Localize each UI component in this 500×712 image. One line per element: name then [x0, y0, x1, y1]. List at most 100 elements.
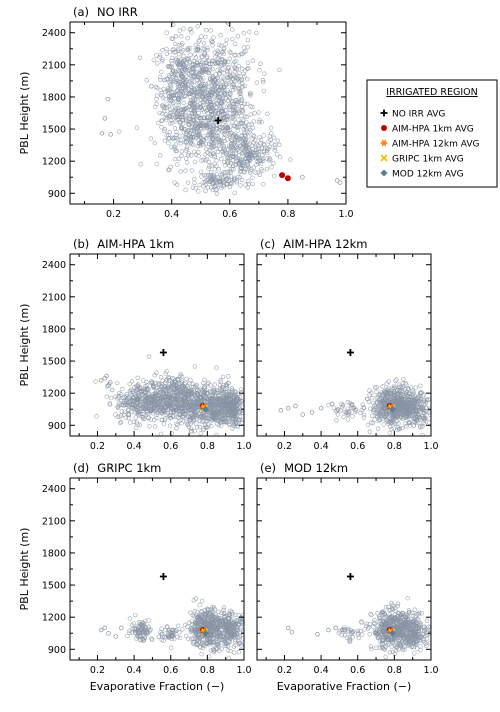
scatter-point [255, 170, 261, 175]
scatter-point [143, 624, 149, 630]
scatter-point [194, 629, 199, 634]
scatter-point [135, 405, 141, 411]
scatter-point [155, 93, 160, 98]
scatter-point [221, 104, 226, 109]
scatter-point [208, 79, 214, 84]
scatter-point [266, 158, 272, 163]
scatter-point [226, 622, 231, 627]
scatter-point [227, 49, 233, 54]
scatter-point [140, 392, 146, 397]
scatter-point [407, 420, 412, 426]
scatter-point [214, 172, 219, 177]
scatter-point [329, 401, 335, 407]
scatter-point [231, 413, 237, 419]
scatter-point [393, 421, 399, 427]
scatter-point [235, 101, 240, 107]
scatter-point [377, 615, 382, 621]
scatter-point [188, 94, 193, 100]
scatter-point [163, 407, 169, 413]
scatter-point [196, 189, 201, 194]
scatter-point [195, 391, 200, 396]
scatter-point [171, 386, 176, 391]
scatter-point [220, 79, 225, 85]
scatter-point [208, 416, 214, 422]
scatter-point [245, 44, 251, 50]
scatter-point [377, 614, 382, 619]
scatter-point [194, 405, 200, 410]
x-tick-label: 1.0 [423, 441, 438, 452]
scatter-point [240, 161, 245, 166]
scatter-point [189, 168, 195, 173]
scatter-point [233, 393, 238, 398]
scatter-point [184, 392, 189, 397]
scatter-point [102, 625, 108, 631]
scatter-point [189, 138, 194, 143]
scatter-point [178, 390, 183, 395]
scatter-point [194, 63, 200, 68]
scatter-point [214, 101, 219, 106]
scatter-point [190, 185, 196, 190]
scatter-point [219, 125, 224, 131]
x-tick-label: 0.8 [200, 665, 215, 676]
panel-label: (b) [73, 237, 89, 251]
scatter-point [180, 41, 185, 46]
scatter-point [224, 37, 230, 43]
scatter-point [222, 147, 227, 152]
scatter-point [343, 410, 349, 415]
scatter-point [208, 185, 214, 190]
scatter-point [140, 398, 145, 404]
scatter-point [207, 67, 213, 72]
scatter-point [229, 115, 234, 120]
scatter-point [189, 128, 194, 133]
panel-label: (a) [73, 5, 89, 19]
scatter-point [245, 162, 250, 167]
scatter-point [201, 109, 207, 114]
scatter-point [242, 130, 247, 135]
scatter-point [158, 630, 163, 635]
scatter-point [234, 178, 240, 184]
scatter-point [236, 621, 242, 627]
scatter-point [233, 637, 238, 643]
scatter-point [215, 625, 220, 630]
scatter-point [163, 405, 168, 410]
x-tick-label: 0.4 [127, 441, 142, 452]
scatter-point [394, 377, 399, 382]
scatter-point [225, 75, 230, 80]
scatter-point [200, 419, 205, 424]
scatter-point [163, 112, 169, 117]
scatter-point [117, 420, 123, 425]
scatter-point [198, 105, 204, 111]
scatter-point [240, 84, 245, 89]
x-tick-label: 0.6 [163, 665, 178, 676]
scatter-point [184, 376, 189, 382]
scatter-point [396, 427, 402, 432]
scatter-point [139, 622, 145, 628]
scatter-point [108, 132, 113, 137]
scatter-point [179, 33, 184, 39]
scatter-point [388, 416, 393, 421]
scatter-point [129, 393, 135, 398]
scatter-point [225, 114, 230, 120]
scatter-point [217, 68, 223, 74]
y-tick-label: 900 [48, 645, 66, 656]
scatter-point [172, 636, 177, 641]
scatter-point [214, 432, 219, 436]
scatter-point [174, 129, 179, 135]
scatter-point [232, 147, 237, 152]
scatter-point [176, 51, 182, 57]
scatter-point [309, 410, 315, 415]
scatter-point [397, 641, 402, 646]
scatter-point [162, 128, 167, 134]
scatter-point [235, 416, 240, 421]
scatter-point [130, 397, 135, 403]
scatter-point [173, 106, 178, 111]
scatter-point [259, 167, 264, 172]
scatter-point [395, 601, 401, 606]
scatter-point [129, 387, 134, 392]
scatter-point [122, 409, 128, 415]
scatter-point [141, 637, 147, 643]
scatter-point [160, 382, 165, 387]
scatter-point [174, 421, 179, 427]
scatter-point [168, 114, 173, 119]
scatter-point [242, 140, 248, 145]
